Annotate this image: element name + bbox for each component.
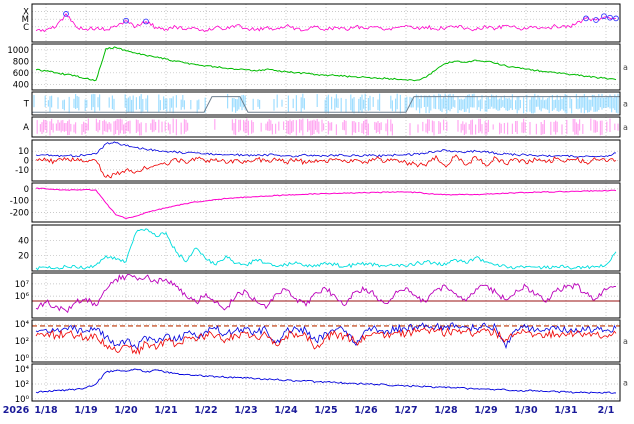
panel-border — [31, 91, 621, 116]
y-axis-label: 800 — [13, 57, 29, 67]
y-axis-label: 10⁰ — [15, 395, 30, 405]
x-tick-label: 1/23 — [234, 405, 257, 416]
y-axis-label: -10 — [15, 166, 29, 176]
flare-event-marker — [593, 17, 599, 23]
x-tick-label: 1/24 — [274, 405, 298, 416]
panel-imf: 100-10 — [15, 139, 621, 182]
y-axis-label: 10⁶ — [15, 292, 30, 302]
x-tick-label: 1/29 — [474, 405, 497, 416]
right-axis-label: a — [623, 123, 628, 132]
series-proton-low — [35, 326, 617, 356]
right-axis-label: a — [623, 63, 628, 72]
flare-event-marker — [63, 11, 69, 17]
series-electron-flux — [35, 273, 617, 314]
x-tick-label: 1/26 — [354, 405, 378, 416]
x-tick-label: 1/28 — [434, 405, 458, 416]
panel-proton: 10⁴ 10² 10⁰ a — [15, 319, 628, 364]
y-axis-label: 10² — [15, 380, 29, 390]
right-axis-label: a — [623, 337, 628, 346]
y-axis-label: 20 — [18, 252, 29, 262]
flare-event-marker — [143, 18, 149, 25]
y-axis-label: 10⁷ — [15, 280, 30, 290]
panel-border — [31, 3, 621, 43]
x-tick-label: 1/27 — [394, 405, 417, 416]
panel-density: 40 20 — [18, 224, 621, 272]
y-axis-label: 400 — [13, 80, 29, 90]
panel-border — [31, 116, 621, 138]
y-axis-label: 10² — [15, 337, 29, 347]
y-axis-label: 10⁴ — [15, 320, 30, 330]
x-tick-label: 1/18 — [34, 405, 58, 416]
x-tick-label: 1/22 — [194, 405, 217, 416]
y-axis-label: M — [22, 15, 29, 25]
panel-border — [31, 139, 621, 182]
step-indicator-line — [32, 96, 620, 113]
series-proton-high — [35, 322, 617, 350]
right-axis-label: a — [623, 379, 628, 388]
y-axis-label: 10⁴ — [15, 365, 30, 375]
panel-border — [31, 319, 621, 363]
right-axis-label: a — [623, 100, 628, 109]
flare-event-marker — [601, 13, 607, 20]
panel-border — [31, 182, 621, 223]
y-axis-label: 0 — [24, 185, 29, 195]
x-tick-label: 1/31 — [554, 405, 577, 416]
series-density — [35, 228, 617, 271]
series-xray-flux — [35, 13, 617, 33]
panel-border — [31, 272, 621, 319]
panel-border — [31, 224, 621, 272]
flare-event-marker — [583, 15, 589, 22]
flare-event-marker — [607, 14, 613, 21]
panel-border — [31, 363, 621, 402]
x-tick-label: 1/20 — [114, 405, 138, 416]
series-bt — [35, 141, 617, 158]
y-axis-label: A — [23, 123, 29, 133]
series-bz — [35, 154, 617, 179]
x-tick-label: 1/21 — [154, 405, 177, 416]
series-wind-speed — [35, 46, 617, 82]
x-tick-label: 1/19 — [74, 405, 97, 416]
year-label: 2026 — [3, 405, 30, 416]
panel-border — [31, 43, 621, 91]
series-dst-index — [35, 187, 617, 220]
x-axis-labels: 2026 1/18 1/19 1/20 1/21 1/22 1/23 1/24 1/25 1/26… — [3, 405, 615, 416]
flare-event-marker — [613, 15, 619, 22]
y-axis-label: -200 — [10, 209, 29, 219]
x-tick-label: 2/1 — [598, 405, 615, 416]
y-axis-label: 10⁰ — [15, 354, 30, 364]
y-axis-label: 0 — [24, 157, 29, 167]
y-axis-label: T — [23, 100, 30, 110]
x-tick-label: 1/30 — [514, 405, 538, 416]
y-axis-label: 40 — [18, 236, 29, 246]
y-axis-label: C — [23, 23, 29, 33]
y-axis-label: 10 — [18, 147, 29, 157]
flare-event-marker — [123, 17, 129, 24]
series-particle-flux — [35, 368, 617, 394]
panel-dst: 0 -100 -200 — [10, 182, 621, 223]
y-axis-label: 600 — [13, 69, 29, 79]
panel-xray: XMC — [22, 3, 621, 43]
x-tick-label: 1/25 — [314, 405, 337, 416]
panel-particle: 10⁴ 10² 10⁰ a — [15, 363, 628, 405]
y-axis-label: 1000 — [7, 46, 29, 56]
y-axis-label: -100 — [10, 197, 29, 207]
y-axis-label: X — [23, 8, 29, 18]
